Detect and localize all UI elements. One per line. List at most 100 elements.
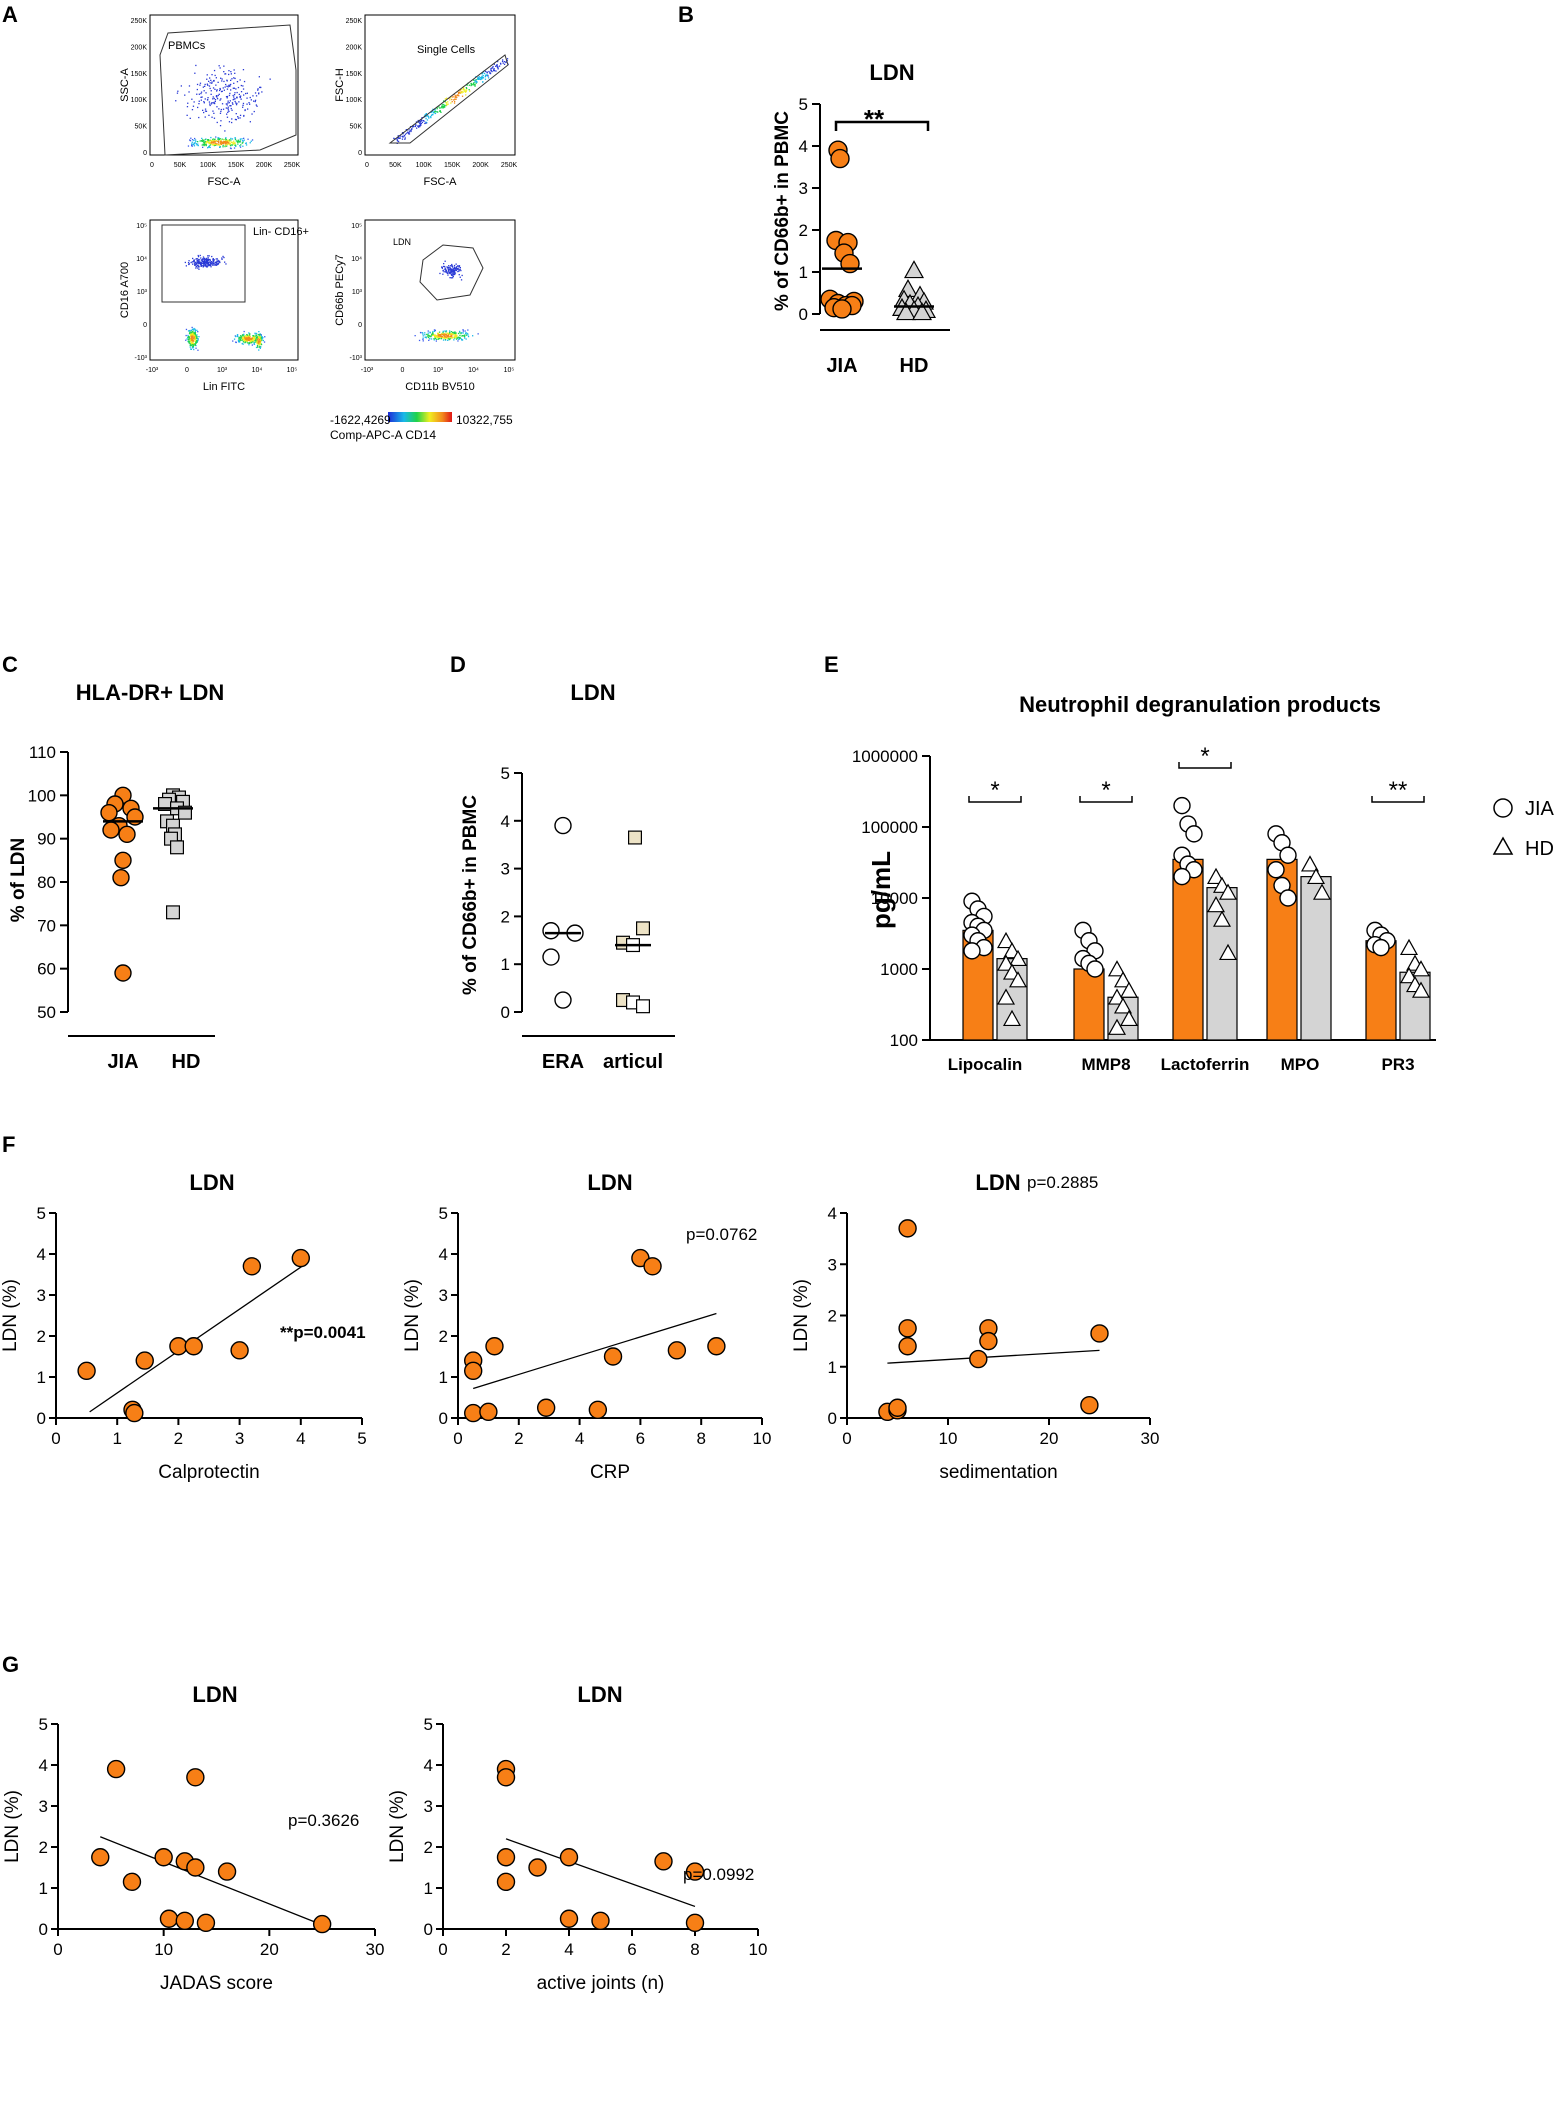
facs-event [212,139,214,141]
facs-event [186,106,189,108]
facs-event [461,91,463,93]
facs-event [447,101,449,103]
facs-event [458,265,461,267]
facs-event [195,337,197,339]
facs-event [188,263,190,266]
facs-event [235,144,237,146]
facs-event [249,142,251,144]
facs-event [490,67,492,70]
facs-event [457,94,460,96]
facs-event [459,337,461,339]
facs-event [191,261,193,263]
facs-event [239,146,242,148]
chart-e-ylabel: pg/mL [866,851,896,929]
facs-event [187,340,190,342]
facs-event [226,144,229,146]
facs-event [451,277,454,279]
facs-event [221,257,223,259]
facs-event [482,77,484,79]
facs-ytick: -10³ [350,355,363,362]
facs-event [210,90,212,92]
facs-event [253,338,255,340]
significance-bracket [1178,762,1232,769]
facs-event [445,102,448,104]
data-point [559,1848,579,1867]
y-tick-label: 3 [501,860,510,879]
facs-event [228,94,231,97]
facs-event [213,139,215,142]
facs-event [195,265,197,267]
facs-event [214,102,216,105]
facs-event [401,135,403,137]
facs-event [242,343,244,345]
facs-event [198,103,200,105]
facs-event [408,131,411,133]
facs-event [201,140,203,142]
facs-event [239,140,241,142]
data-point-HD [1206,896,1226,913]
facs-event [245,335,247,337]
facs-event [208,140,210,142]
facs-event [467,334,469,336]
facs-event [209,260,211,262]
facs-event [437,338,439,340]
y-tick-label: 1 [439,1368,448,1387]
facs-event [193,342,195,345]
facs-event [464,330,466,332]
facs-event [226,116,229,118]
facs-event [208,85,211,87]
facs-event [222,139,225,141]
y-axis-label: LDN (%) [387,1790,408,1863]
facs-event [197,349,199,351]
facs-event [462,329,464,331]
facs-event [455,332,457,334]
facs-event [206,259,208,261]
facs-event [460,338,463,340]
y-tick-label: 0 [39,1920,48,1939]
facs-event [207,263,209,265]
facs-event [205,260,207,262]
data-point [106,1759,126,1779]
data-point [496,1848,516,1867]
facs-event [227,102,229,104]
chart-d-ylabel: % of CD66b+ in PBMC [460,795,481,995]
facs-ytick: 250K [346,18,363,25]
facs-event [197,106,199,109]
facs-event [189,140,192,142]
facs-event [207,97,209,99]
facs-event [447,332,449,334]
facs-event [223,89,225,91]
facs-event [217,140,220,143]
facs-event [415,121,418,123]
facs-event [216,258,218,260]
y-tick-label: 1000 [880,960,918,979]
facs-event [214,88,216,90]
facs-event [197,262,199,264]
facs-event [208,261,210,263]
facs-event [246,335,248,338]
facs-event [244,337,246,339]
facs-event [259,336,261,338]
facs-event [231,118,233,120]
facs-event [225,137,227,139]
facs-ytick: 10³ [137,289,148,296]
facs-event [453,94,455,96]
facs-event [446,272,449,274]
facs-event [195,263,197,265]
facs-event [202,143,204,145]
facs-event [493,70,496,72]
facs-event [453,334,455,336]
facs-event [213,117,216,119]
facs-event [465,333,467,335]
facs-event [208,145,211,147]
facs-gate [419,244,484,301]
facs-event [427,334,429,336]
facs-event [396,138,398,140]
facs-event [466,89,468,91]
y-tick-label: 100 [28,786,56,805]
facs-event [243,340,245,342]
facs-event [201,259,203,261]
facs-event [461,339,464,341]
